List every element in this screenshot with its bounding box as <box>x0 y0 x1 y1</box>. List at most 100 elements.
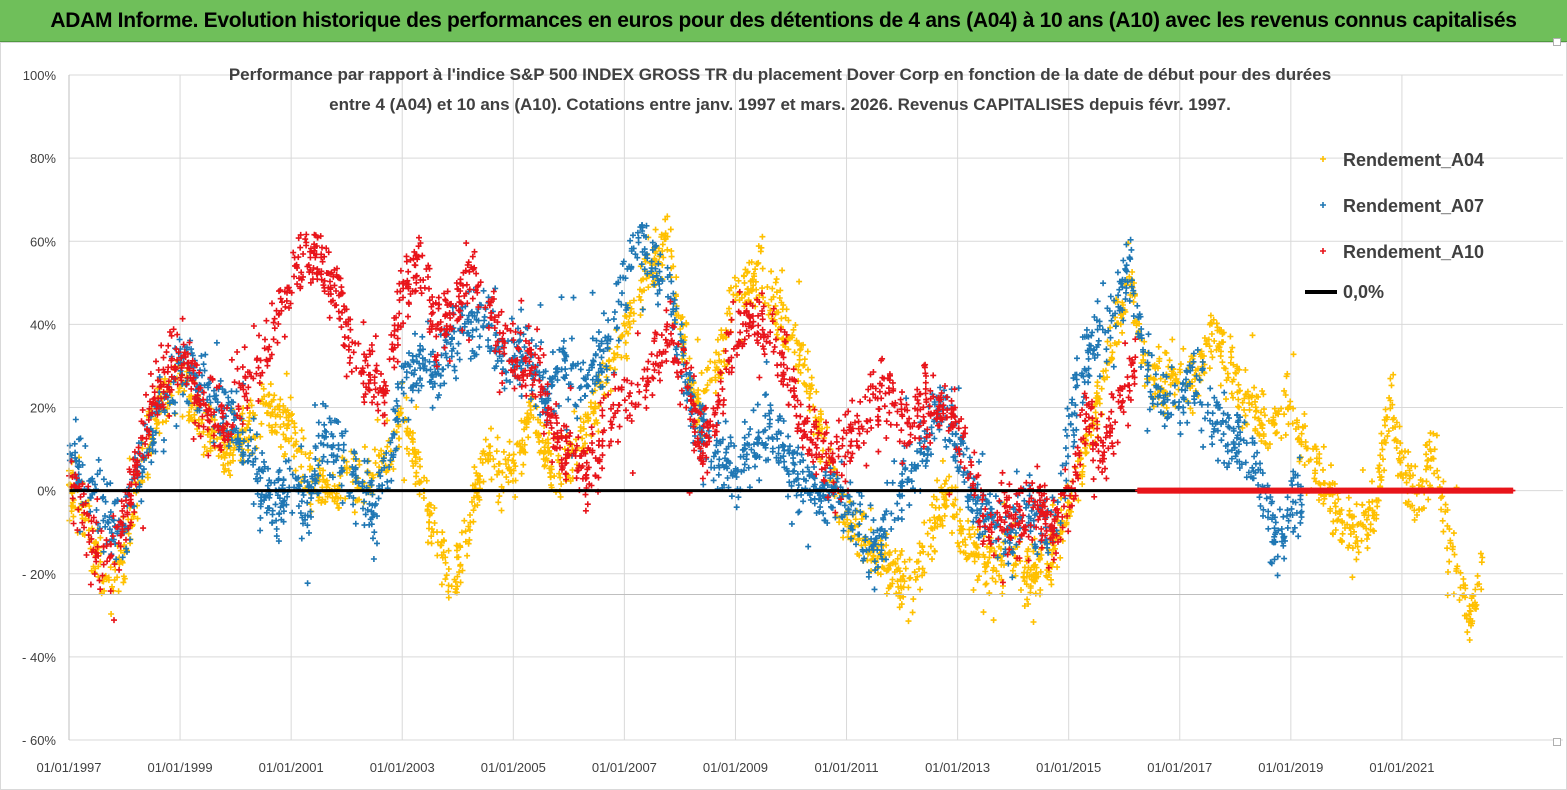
point-rendement-a04 <box>896 604 903 611</box>
point-rendement-a04 <box>457 561 464 568</box>
point-rendement-a04 <box>471 494 477 501</box>
point-rendement-a04 <box>298 427 305 434</box>
point-rendement-a04 <box>1460 576 1467 582</box>
point-rendement-a04 <box>797 369 804 376</box>
point-rendement-a04 <box>280 431 287 438</box>
point-rendement-a04 <box>892 548 899 554</box>
point-rendement-a04 <box>558 481 565 488</box>
point-rendement-a04 <box>1424 463 1431 470</box>
point-rendement-a07 <box>469 333 476 340</box>
point-rendement-a07 <box>610 316 617 323</box>
point-rendement-a10 <box>374 401 381 408</box>
point-rendement-a04 <box>659 241 666 248</box>
point-rendement-a07 <box>635 239 642 246</box>
point-rendement-a04 <box>887 562 894 569</box>
point-rendement-a04 <box>1237 387 1243 394</box>
point-rendement-a04 <box>1208 331 1215 337</box>
point-rendement-a07 <box>352 520 359 527</box>
point-rendement-a04 <box>412 460 419 467</box>
point-rendement-a04 <box>796 352 803 359</box>
point-rendement-a10 <box>599 407 606 414</box>
point-rendement-a04 <box>1249 332 1256 339</box>
point-rendement-a07 <box>781 458 788 465</box>
point-rendement-a04 <box>917 586 924 593</box>
point-rendement-a10 <box>948 397 955 404</box>
point-rendement-a07 <box>992 493 999 500</box>
point-rendement-a07 <box>1138 364 1144 370</box>
point-rendement-a04 <box>1359 467 1366 473</box>
point-rendement-a04 <box>1282 392 1289 398</box>
point-rendement-a04 <box>496 493 503 500</box>
point-rendement-a04 <box>893 590 900 597</box>
point-rendement-a07 <box>1100 280 1107 287</box>
point-rendement-a04 <box>630 297 637 304</box>
point-rendement-a04 <box>1405 498 1412 505</box>
point-rendement-a04 <box>949 529 955 536</box>
point-rendement-a04 <box>817 408 824 415</box>
point-rendement-a04 <box>1021 578 1028 585</box>
point-rendement-a04 <box>610 356 617 363</box>
point-rendement-a04 <box>479 459 486 466</box>
point-rendement-a07 <box>1209 441 1216 448</box>
point-rendement-a10 <box>582 491 589 498</box>
point-rendement-a07 <box>589 289 596 296</box>
point-rendement-a07 <box>560 337 567 344</box>
point-rendement-a07 <box>1296 454 1303 461</box>
point-rendement-a04 <box>1445 569 1451 575</box>
point-rendement-a04 <box>356 458 363 464</box>
point-rendement-a07 <box>722 418 729 425</box>
point-rendement-a07 <box>723 449 730 456</box>
point-rendement-a04 <box>989 575 996 582</box>
point-rendement-a04 <box>470 507 477 514</box>
point-rendement-a07 <box>298 498 305 505</box>
point-rendement-a04 <box>469 498 475 505</box>
point-rendement-a04 <box>585 417 592 424</box>
point-rendement-a04 <box>1235 403 1241 410</box>
point-rendement-a07 <box>788 520 795 527</box>
point-rendement-a10 <box>455 293 462 300</box>
point-rendement-a04 <box>1423 451 1430 458</box>
point-rendement-a04 <box>992 578 999 585</box>
point-rendement-a04 <box>1466 637 1473 643</box>
point-rendement-a04 <box>1351 528 1357 535</box>
point-rendement-a04 <box>757 248 764 255</box>
point-rendement-a04 <box>477 473 483 479</box>
point-rendement-a04 <box>579 435 586 442</box>
point-rendement-a04 <box>1217 353 1224 360</box>
point-rendement-a04 <box>1442 501 1449 508</box>
point-rendement-a04 <box>375 452 382 458</box>
point-rendement-a04 <box>980 609 987 616</box>
point-rendement-a07 <box>558 294 565 301</box>
point-rendement-a04 <box>1086 442 1093 449</box>
point-rendement-a04 <box>1376 469 1383 475</box>
point-rendement-a10 <box>927 439 934 446</box>
point-rendement-a04 <box>1187 405 1194 412</box>
point-rendement-a07 <box>480 287 487 294</box>
point-rendement-a04 <box>993 568 1000 575</box>
report-title: ADAM Informe. Evolution historique des p… <box>50 8 1517 32</box>
point-rendement-a04 <box>1390 416 1396 423</box>
point-rendement-a04 <box>95 563 102 570</box>
point-rendement-a04 <box>1119 329 1126 336</box>
point-rendement-a04 <box>856 552 863 559</box>
point-rendement-a04 <box>442 576 449 583</box>
point-rendement-a04 <box>267 381 274 388</box>
point-rendement-a04 <box>443 572 450 579</box>
point-rendement-a04 <box>413 473 420 480</box>
point-rendement-a04 <box>927 543 934 550</box>
point-rendement-a04 <box>630 318 637 325</box>
point-rendement-a07 <box>443 354 450 361</box>
point-rendement-a07 <box>269 511 276 518</box>
point-rendement-a07 <box>1221 459 1228 466</box>
point-rendement-a04 <box>662 230 669 237</box>
point-rendement-a04 <box>798 342 805 349</box>
point-rendement-a07 <box>811 495 818 502</box>
point-rendement-a07 <box>508 315 515 322</box>
point-rendement-a04 <box>1236 404 1242 411</box>
point-rendement-a10 <box>982 506 989 513</box>
point-rendement-a04 <box>714 336 721 343</box>
point-rendement-a07 <box>963 445 970 452</box>
point-rendement-a07 <box>894 500 901 507</box>
point-rendement-a04 <box>1221 365 1228 371</box>
